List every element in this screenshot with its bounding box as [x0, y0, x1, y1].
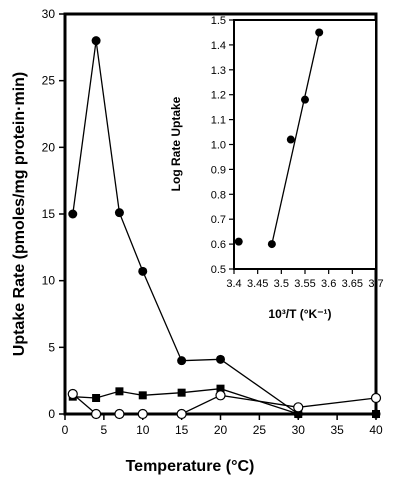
main-open-circle-marker	[293, 402, 304, 413]
main-x-tick-label: 10	[136, 423, 150, 437]
inset-x-tick-label: 3.5	[274, 278, 289, 290]
main-x-tick-label: 30	[292, 423, 306, 437]
main-y-tick-label: 5	[48, 340, 55, 354]
inset-x-tick-label: 3.65	[342, 278, 363, 290]
inset-x-tick-label: 3.45	[247, 278, 268, 290]
main-open-circle-marker	[215, 390, 226, 401]
inset-y-tick-label: 0.7	[211, 214, 226, 226]
main-y-tick-label: 10	[42, 274, 56, 288]
main-square-marker	[372, 410, 380, 418]
inset-data-point	[315, 28, 324, 37]
inset-x-tick-label: 3.7	[368, 278, 383, 290]
inset-plot-background	[234, 20, 376, 269]
main-y-tick-label: 15	[42, 207, 56, 221]
main-x-tick-label: 25	[253, 423, 267, 437]
main-filled-circle-marker	[138, 266, 148, 276]
inset-y-tick-label: 0.9	[211, 164, 226, 176]
main-square-marker	[138, 391, 147, 400]
main-x-tick-label: 0	[62, 423, 69, 437]
inset-x-tick-label: 3.4	[226, 278, 241, 290]
main-open-circle-marker	[90, 408, 102, 420]
main-y-axis-title: Uptake Rate (pmoles/mg protein·min)	[11, 72, 28, 356]
inset-y-tick-label: 1.1	[211, 115, 226, 127]
inset-x-tick-label: 3.6	[321, 278, 336, 290]
main-y-tick-label: 20	[42, 140, 56, 154]
main-square-marker	[92, 394, 101, 402]
main-square-marker	[216, 384, 225, 393]
main-filled-circle-marker	[68, 209, 78, 219]
main-filled-circle-marker	[177, 356, 187, 366]
inset-y-tick-label: 0.6	[211, 239, 226, 251]
inset-data-point	[286, 135, 295, 144]
inset-y-tick-label: 1.2	[211, 90, 226, 102]
main-open-circle-marker	[137, 408, 148, 420]
inset-x-axis-title: 10³/T (°K⁻¹)	[268, 307, 331, 321]
inset-x-tick-label: 3.55	[294, 278, 315, 290]
inset-y-tick-label: 1.5	[211, 15, 226, 27]
main-filled-circle-marker	[114, 208, 124, 218]
main-x-tick-label: 20	[214, 423, 228, 437]
inset-fit-line	[271, 32, 320, 245]
main-filled-circle-marker	[91, 36, 101, 46]
main-y-tick-label: 30	[42, 7, 56, 21]
inset-y-axis-title: Log Rate Uptake	[169, 96, 183, 191]
main-x-axis-title: Temperature (°C)	[126, 458, 255, 475]
main-y-tick-label: 25	[42, 74, 56, 88]
main-square-marker	[177, 388, 186, 397]
main-filled-circle-marker	[216, 354, 225, 364]
inset-y-tick-label: 1.4	[211, 40, 226, 52]
main-y-tick-label: 0	[48, 407, 55, 421]
main-x-tick-label: 15	[175, 423, 189, 437]
inset-y-tick-label: 1.3	[211, 65, 226, 77]
main-square-marker	[294, 410, 303, 418]
inset-y-tick-label: 1.0	[211, 140, 226, 152]
inset-y-tick-label: 0.8	[211, 189, 226, 201]
inset-data-point	[301, 95, 309, 104]
main-open-circle-marker	[67, 388, 78, 400]
main-open-circle-marker	[114, 408, 125, 420]
inset-y-tick-label: 0.5	[211, 264, 226, 276]
inset-data-point	[267, 240, 276, 249]
main-open-circle-marker	[176, 408, 187, 420]
inset-chart-layer: 3.4 3.45 3.5 3.55 3.6 3.65 3.7 0.5 0.6 0.7 0.8 0.9 1…	[211, 15, 384, 290]
main-chart-layer: 0 5 10 15 20 25 30 35 40 0 5 10 15 20 25 30	[42, 7, 383, 437]
main-x-tick-label: 40	[369, 423, 383, 437]
main-x-tick-label: 5	[101, 423, 108, 437]
main-x-tick-label: 35	[330, 423, 344, 437]
inset-data-point	[234, 237, 243, 246]
main-open-circle-marker	[370, 392, 382, 404]
main-square-marker	[115, 387, 124, 396]
